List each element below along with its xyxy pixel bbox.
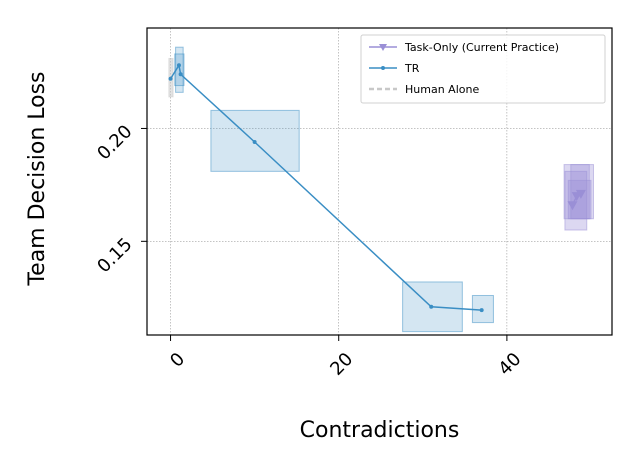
x-tick-label: 0 <box>166 349 189 372</box>
data-point <box>176 63 181 68</box>
data-point <box>429 304 434 309</box>
axis-ticks: 0 20 40 0.15 0.20 <box>93 121 525 380</box>
series-line <box>169 63 482 311</box>
data-point <box>168 76 173 81</box>
data-point <box>567 201 578 211</box>
data-point <box>479 308 484 313</box>
error-boxes <box>168 46 595 333</box>
legend-label: TR <box>404 62 420 75</box>
y-tick-label: 0.20 <box>93 121 136 164</box>
x-tick-label: 20 <box>326 349 357 380</box>
legend-marker <box>381 66 385 70</box>
plot-frame <box>146 27 613 336</box>
y-axis-label: Team Decision Loss <box>25 71 50 286</box>
legend-marker <box>379 44 387 51</box>
error-box <box>564 170 588 231</box>
legend: Task-Only (Current Practice) TR Human Alon… <box>360 34 606 104</box>
x-tick-label: 40 <box>494 349 525 380</box>
x-axis-label: Contradictions <box>300 418 460 443</box>
legend-label: Task-Only (Current Practice) <box>404 41 559 54</box>
data-point <box>178 72 183 77</box>
legend-box <box>360 34 606 104</box>
data-point <box>252 139 257 144</box>
y-tick-label: 0.15 <box>93 234 136 277</box>
series-markers <box>168 63 586 313</box>
data-point <box>575 189 586 199</box>
legend-label: Human Alone <box>405 83 479 96</box>
